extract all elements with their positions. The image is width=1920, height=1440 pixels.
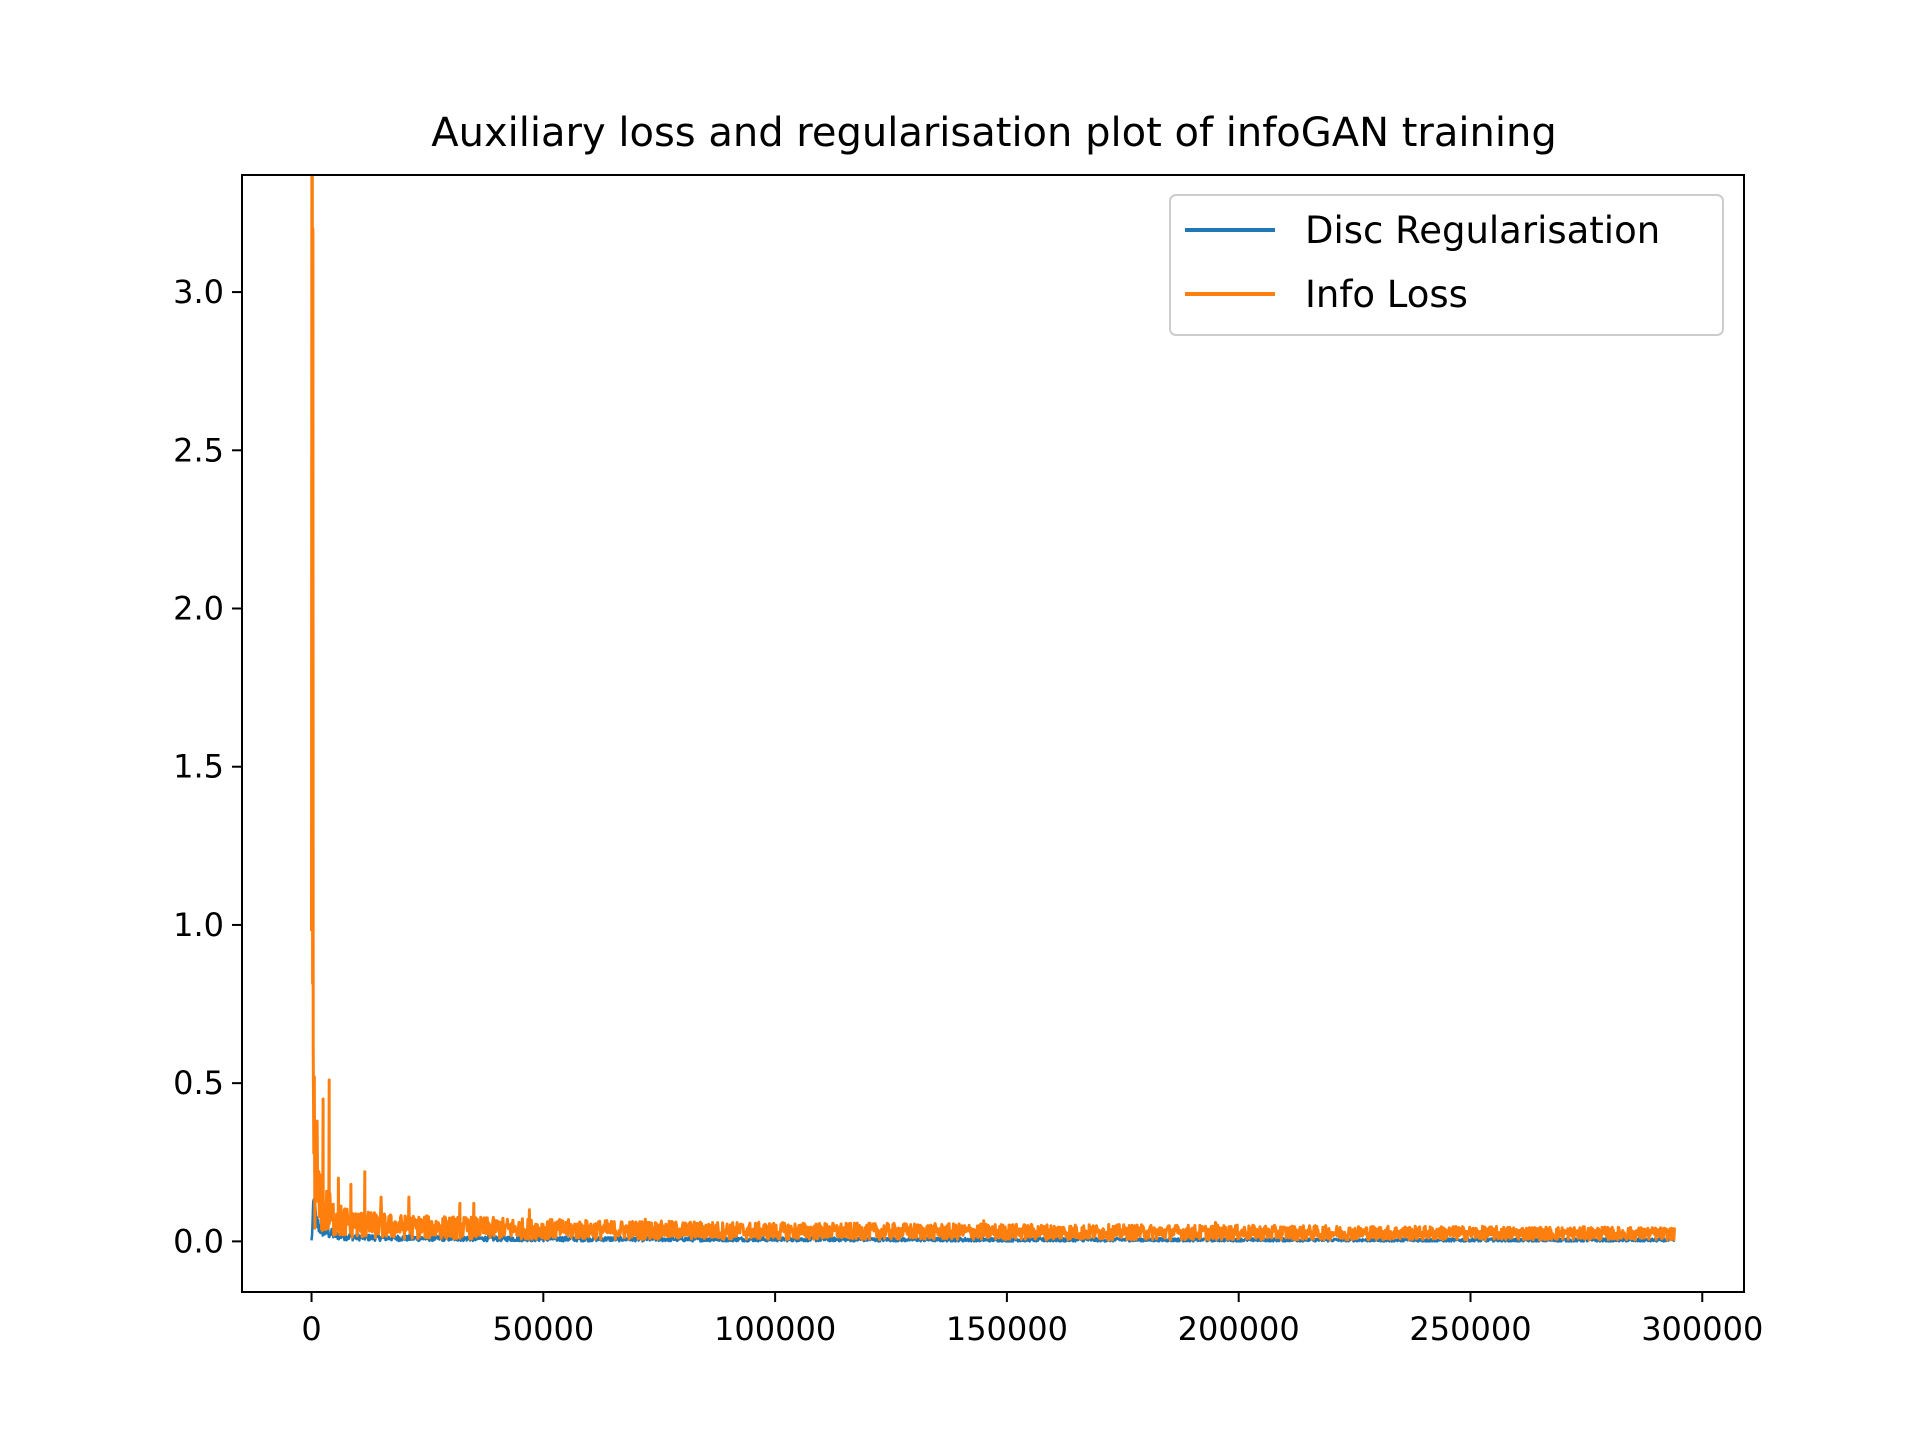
legend: Disc Regularisation Info Loss xyxy=(1169,194,1724,336)
y-axis: 0.0 0.5 1.0 1.5 2.0 2.5 3.0 xyxy=(173,273,242,1260)
x-tick-label: 200000 xyxy=(1178,1310,1300,1348)
x-tick-label: 100000 xyxy=(714,1310,836,1348)
y-tick-label: 1.5 xyxy=(173,748,224,786)
x-tick-label: 300000 xyxy=(1641,1310,1763,1348)
x-tick-label: 250000 xyxy=(1409,1310,1531,1348)
y-tick-label: 1.0 xyxy=(173,906,224,944)
x-tick-label: 150000 xyxy=(946,1310,1068,1348)
x-tick-label: 50000 xyxy=(492,1310,594,1348)
x-tick-label: 0 xyxy=(301,1310,321,1348)
legend-label-disc-regularisation: Disc Regularisation xyxy=(1305,209,1660,252)
plot-frame xyxy=(241,174,1745,1293)
series-line-info-loss xyxy=(310,175,1676,1242)
y-tick-label: 2.0 xyxy=(173,590,224,628)
legend-label-info-loss: Info Loss xyxy=(1305,273,1468,316)
y-tick-label: 0.5 xyxy=(173,1064,224,1102)
y-tick-label: 0.0 xyxy=(173,1222,224,1260)
legend-box xyxy=(1169,194,1724,336)
x-axis: 0 50000 100000 150000 200000 250000 300000 xyxy=(301,1292,1763,1348)
chart-title: Auxiliary loss and regularisation plot o… xyxy=(431,110,1556,156)
series-line-disc-regularisation xyxy=(310,1198,1676,1243)
y-tick-label: 2.5 xyxy=(173,431,224,469)
series-layer xyxy=(310,175,1676,1243)
y-tick-label: 3.0 xyxy=(173,273,224,311)
